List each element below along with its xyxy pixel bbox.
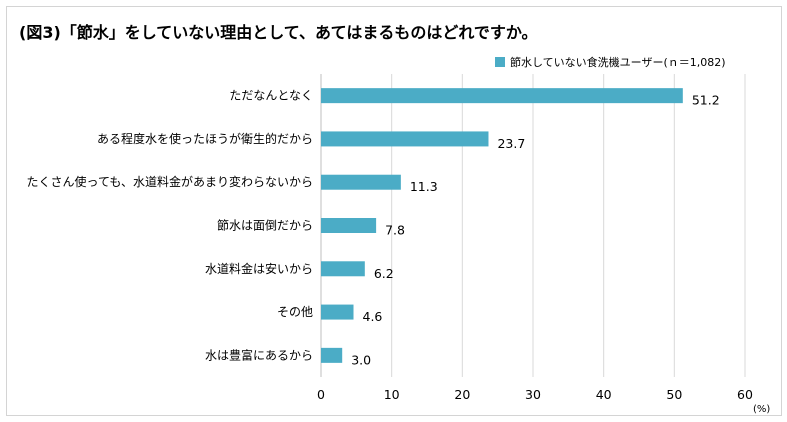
value-label-6: 4.6 [363, 309, 383, 324]
category-label-1: ただなんとなく [229, 89, 313, 103]
category-label-3: たくさん使っても、水道料金があまり変わらないから [27, 174, 313, 189]
x-tick-label-60: 60 [737, 387, 753, 402]
bar-5 [321, 261, 365, 277]
bar-1 [321, 88, 683, 104]
value-label-layer: 51.2 23.7 11.3 7.8 6.2 4.6 3.0 [351, 93, 719, 368]
x-tick-layer: 0 10 20 30 40 50 60 [317, 387, 753, 402]
bar-6 [321, 304, 354, 320]
bar-4 [321, 218, 377, 233]
legend: 節水していない食洗機ユーザー(ｎ＝1,082) [495, 55, 726, 69]
category-label-6: その他 [277, 305, 313, 319]
bar-7 [321, 347, 343, 363]
legend-swatch [495, 57, 505, 67]
bar-3 [321, 174, 401, 190]
value-label-4: 7.8 [385, 223, 405, 238]
x-tick-label-30: 30 [525, 387, 541, 402]
bar-layer [321, 88, 683, 363]
category-label-layer: ただなんとなくある程度水を使ったほうが衛生的だからたくさん使っても、水道料金があ… [27, 89, 313, 363]
value-label-3: 11.3 [410, 179, 438, 194]
value-label-7: 3.0 [351, 352, 371, 367]
x-tick-label-0: 0 [317, 387, 325, 402]
value-label-5: 6.2 [374, 266, 394, 281]
legend-label: 節水していない食洗機ユーザー(ｎ＝1,082) [510, 55, 726, 69]
chart-title: (図3)「節水」をしていない理由として、あてはまるものはどれですか。 [19, 23, 538, 42]
bar-chart: (図3)「節水」をしていない理由として、あてはまるものはどれですか。 節水してい… [19, 23, 770, 415]
grid-layer [320, 74, 746, 377]
bar-2 [321, 131, 489, 147]
value-label-2: 23.7 [497, 136, 525, 151]
category-label-2: ある程度水を使ったほうが衛生的だから [97, 131, 313, 146]
x-tick-label-40: 40 [596, 387, 612, 402]
category-label-5: 水道料金は安いから [205, 261, 313, 276]
x-tick-label-10: 10 [384, 387, 400, 402]
x-tick-label-50: 50 [666, 387, 682, 402]
category-label-7: 水は豊富にあるから [205, 347, 313, 362]
category-label-4: 節水は面倒だから [217, 218, 313, 233]
value-label-1: 51.2 [692, 93, 720, 108]
x-tick-label-20: 20 [454, 387, 470, 402]
chart-frame: (図3)「節水」をしていない理由として、あてはまるものはどれですか。 節水してい… [6, 6, 782, 416]
x-axis-unit: (%) [753, 404, 770, 415]
